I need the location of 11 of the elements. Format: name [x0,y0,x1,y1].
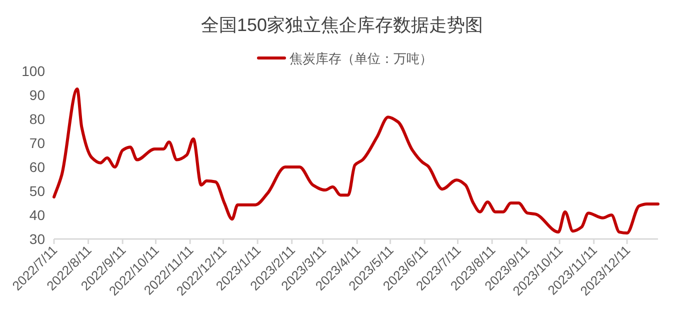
y-tick-label: 30 [29,231,46,247]
y-tick-label: 100 [22,63,46,79]
y-tick-label: 70 [29,135,46,151]
legend-label: 焦炭库存（单位：万吨） [290,51,432,66]
line-series [52,88,660,234]
y-tick-label: 90 [29,87,46,103]
chart-title: 全国150家独立焦企库存数据走势图 [200,15,484,35]
y-tick-label: 50 [29,183,46,199]
y-tick-label: 40 [29,207,46,223]
y-tick-label: 80 [29,111,46,127]
y-tick-label: 60 [29,159,46,175]
